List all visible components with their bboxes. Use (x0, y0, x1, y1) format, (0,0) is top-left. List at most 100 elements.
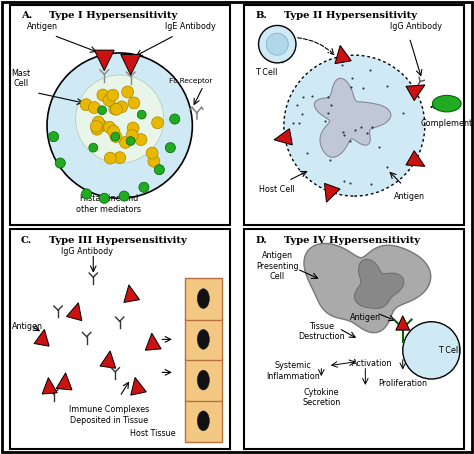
Circle shape (89, 143, 98, 152)
Circle shape (92, 116, 104, 128)
Text: IgG Antibody: IgG Antibody (61, 247, 113, 256)
Circle shape (95, 120, 107, 132)
Polygon shape (121, 54, 141, 75)
Circle shape (82, 189, 92, 199)
Circle shape (109, 103, 121, 115)
Text: T Cell: T Cell (438, 346, 460, 355)
Text: Host Cell: Host Cell (259, 185, 295, 194)
Ellipse shape (197, 370, 210, 390)
Polygon shape (314, 79, 391, 157)
Polygon shape (146, 333, 161, 350)
FancyBboxPatch shape (185, 318, 222, 360)
Circle shape (111, 132, 119, 141)
Ellipse shape (197, 411, 210, 431)
Circle shape (284, 55, 425, 196)
Circle shape (91, 120, 102, 132)
Circle shape (152, 117, 164, 128)
Circle shape (76, 75, 164, 163)
Circle shape (122, 86, 134, 98)
FancyBboxPatch shape (185, 400, 222, 442)
Text: B.: B. (255, 11, 267, 20)
Polygon shape (131, 377, 146, 395)
Circle shape (146, 147, 158, 159)
Circle shape (104, 121, 116, 133)
Text: Proliferation: Proliferation (378, 379, 427, 388)
Polygon shape (124, 285, 139, 302)
Text: D.: D. (255, 236, 267, 245)
Circle shape (98, 106, 107, 114)
Text: Systemic
Inflammation: Systemic Inflammation (266, 361, 319, 381)
Text: Complement: Complement (421, 119, 473, 128)
Circle shape (128, 97, 140, 109)
Text: Histamine and
other mediators: Histamine and other mediators (76, 194, 141, 214)
Text: T Cell: T Cell (255, 69, 277, 77)
Polygon shape (304, 243, 431, 333)
Circle shape (104, 152, 116, 164)
Text: IgE Antibody: IgE Antibody (165, 22, 216, 31)
Ellipse shape (197, 330, 210, 349)
Circle shape (114, 152, 126, 163)
Text: A.: A. (20, 11, 32, 20)
Circle shape (110, 103, 122, 115)
Text: Type IV Hypersensitivity: Type IV Hypersensitivity (284, 236, 420, 245)
Polygon shape (406, 151, 425, 166)
Polygon shape (100, 351, 116, 368)
Circle shape (148, 155, 160, 167)
Polygon shape (34, 330, 49, 346)
Text: Cytokine
Secretion: Cytokine Secretion (302, 388, 340, 407)
Text: IgG Antibody: IgG Antibody (390, 22, 442, 31)
Polygon shape (66, 303, 82, 321)
Polygon shape (406, 85, 425, 101)
Text: Mast
Cell: Mast Cell (11, 69, 30, 88)
Circle shape (154, 165, 164, 175)
Text: Type II Hypersensitivity: Type II Hypersensitivity (284, 11, 417, 20)
Circle shape (110, 131, 122, 143)
Circle shape (108, 125, 119, 137)
Circle shape (47, 53, 192, 198)
FancyBboxPatch shape (185, 359, 222, 401)
Text: Activation: Activation (352, 359, 392, 368)
FancyBboxPatch shape (185, 278, 222, 320)
Circle shape (97, 89, 109, 101)
Circle shape (99, 193, 109, 203)
Ellipse shape (197, 289, 210, 309)
Text: C.: C. (20, 236, 32, 245)
Polygon shape (355, 259, 404, 309)
Circle shape (135, 133, 147, 146)
Circle shape (119, 191, 129, 201)
Polygon shape (396, 316, 410, 330)
Polygon shape (335, 45, 351, 64)
Circle shape (107, 89, 118, 101)
Text: Antigen: Antigen (12, 322, 43, 331)
Text: Antigen: Antigen (394, 192, 425, 201)
Text: Host Tissue: Host Tissue (130, 429, 175, 439)
Circle shape (89, 102, 100, 114)
Circle shape (137, 110, 146, 119)
Circle shape (126, 137, 135, 145)
Circle shape (91, 123, 103, 135)
Text: Antigen: Antigen (27, 22, 58, 31)
Text: Fc Receptor: Fc Receptor (169, 78, 212, 84)
Circle shape (139, 182, 149, 192)
Text: Immune Complexes
Deposited in Tissue: Immune Complexes Deposited in Tissue (69, 405, 149, 425)
Circle shape (80, 99, 92, 111)
Text: Type III Hypersensitivity: Type III Hypersensitivity (49, 236, 187, 245)
Circle shape (126, 129, 138, 141)
Text: Antigen: Antigen (350, 313, 381, 322)
Circle shape (165, 143, 175, 153)
Polygon shape (94, 50, 114, 70)
Circle shape (266, 33, 288, 55)
Circle shape (170, 114, 180, 124)
Circle shape (258, 25, 296, 63)
Circle shape (127, 122, 139, 134)
Text: Antigen
Presenting
Cell: Antigen Presenting Cell (256, 251, 299, 281)
Circle shape (119, 137, 131, 148)
Ellipse shape (432, 95, 461, 112)
Circle shape (48, 132, 59, 142)
Text: Tissue
Destruction: Tissue Destruction (298, 322, 345, 341)
Polygon shape (325, 183, 340, 202)
Text: Type I Hypersensitivity: Type I Hypersensitivity (49, 11, 177, 20)
Polygon shape (56, 373, 72, 390)
Circle shape (116, 101, 128, 113)
Polygon shape (274, 128, 292, 145)
